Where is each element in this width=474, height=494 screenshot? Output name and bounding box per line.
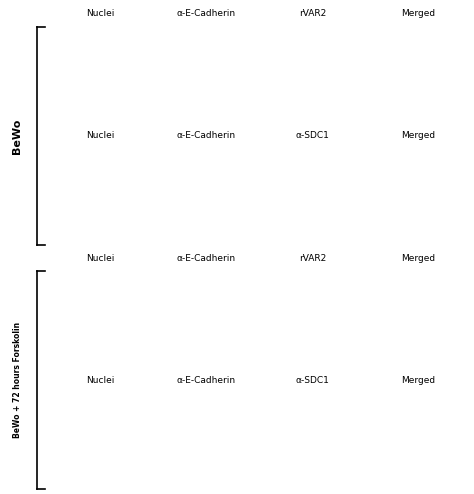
Text: rVAR2: rVAR2 — [299, 9, 326, 18]
Text: Merged: Merged — [401, 376, 436, 385]
Text: rVAR2: rVAR2 — [299, 253, 326, 263]
Text: BeWo + 72 hours Forskolin: BeWo + 72 hours Forskolin — [13, 322, 22, 439]
Text: α-E-Cadherin: α-E-Cadherin — [177, 376, 236, 385]
Text: M: M — [52, 396, 61, 406]
Text: J: J — [158, 273, 161, 283]
Text: H: H — [370, 151, 378, 161]
Text: L: L — [370, 273, 376, 283]
Text: G: G — [264, 151, 272, 161]
Text: Nuclei: Nuclei — [86, 253, 115, 263]
Text: α-E-Cadherin: α-E-Cadherin — [177, 131, 236, 140]
Text: K: K — [264, 273, 271, 283]
Text: F: F — [158, 151, 164, 161]
Text: O: O — [264, 396, 272, 406]
Text: α-E-Cadherin: α-E-Cadherin — [177, 9, 236, 18]
Text: Nuclei: Nuclei — [86, 9, 115, 18]
Text: E: E — [52, 151, 58, 161]
Text: BeWo: BeWo — [12, 118, 22, 154]
Text: N: N — [158, 396, 166, 406]
Text: Nuclei: Nuclei — [86, 131, 115, 140]
Text: P: P — [370, 396, 377, 406]
Text: α-SDC1: α-SDC1 — [296, 131, 329, 140]
Text: α-E-Cadherin: α-E-Cadherin — [177, 253, 236, 263]
Text: Nuclei: Nuclei — [86, 376, 115, 385]
Text: A: A — [52, 29, 59, 39]
Text: I: I — [52, 273, 55, 283]
Text: C: C — [264, 29, 271, 39]
Text: Merged: Merged — [401, 131, 436, 140]
Text: α-SDC1: α-SDC1 — [296, 376, 329, 385]
Text: D: D — [370, 29, 378, 39]
Text: Merged: Merged — [401, 9, 436, 18]
Text: B: B — [158, 29, 165, 39]
Text: Merged: Merged — [401, 253, 436, 263]
